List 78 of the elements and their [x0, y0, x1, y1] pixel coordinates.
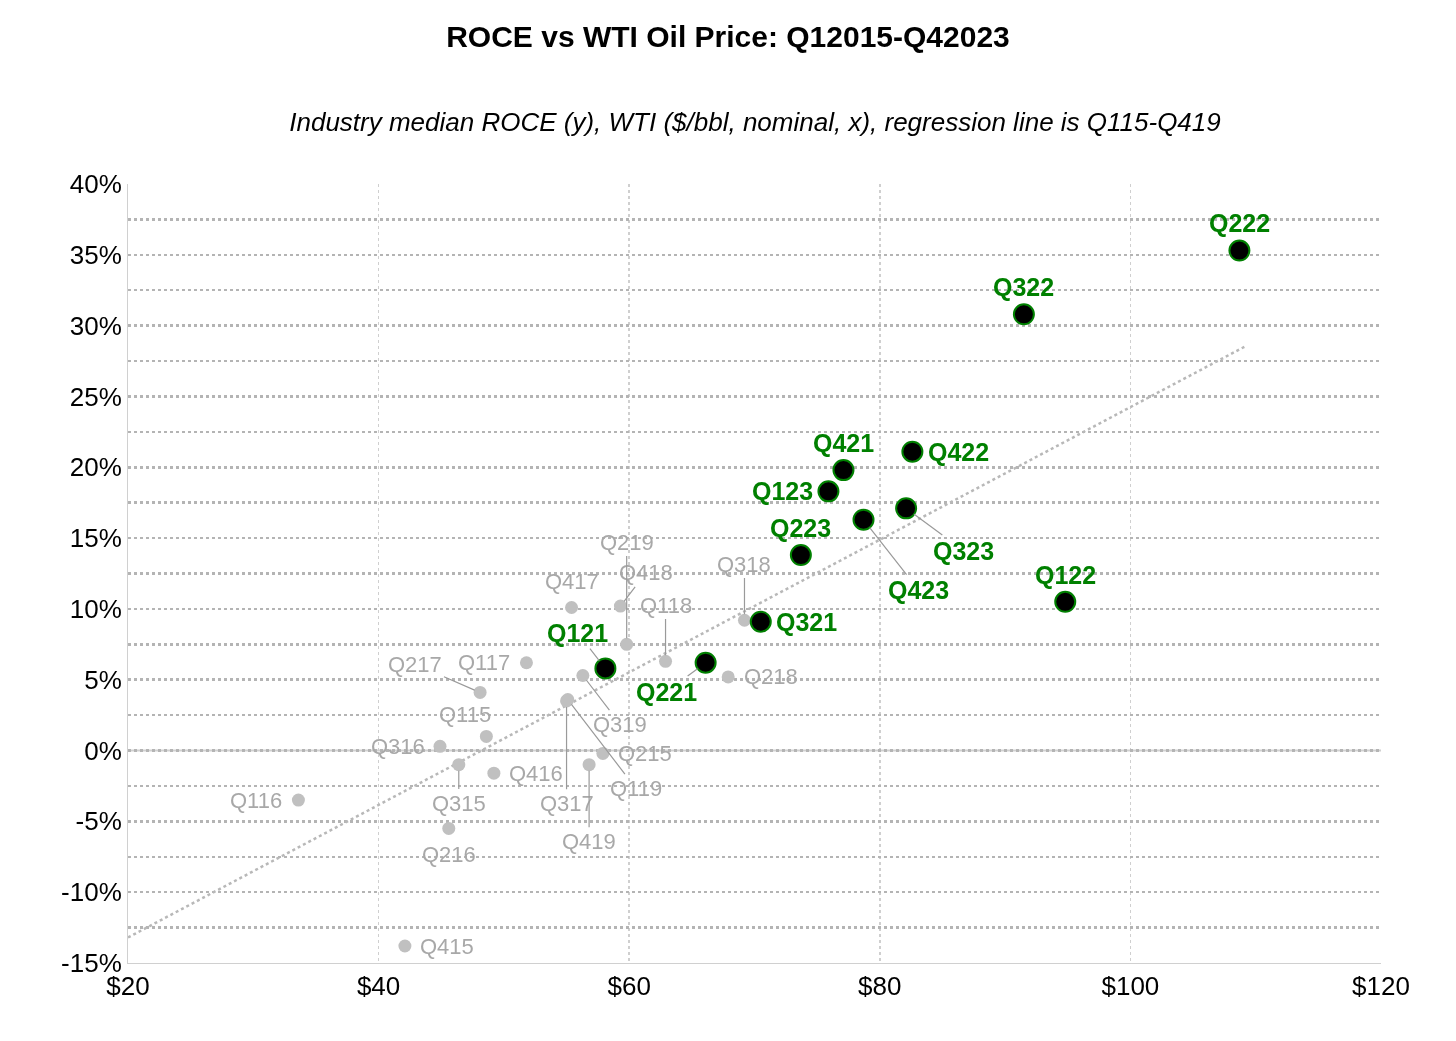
annotation: Q217 — [388, 652, 442, 677]
chart-subtitle: Industry median ROCE (y), WTI ($/bbl, nominal, x), regression line is Q115-Q419 — [289, 107, 1221, 137]
annotation: Q416 — [509, 761, 563, 786]
x-tick-label: $80 — [858, 971, 902, 1002]
annotation: Q419 — [562, 829, 616, 854]
annotation: Q121 — [547, 619, 609, 647]
annotation: Q316 — [371, 734, 425, 759]
point — [519, 656, 533, 670]
point — [582, 758, 596, 772]
y-tick-label: 25% — [69, 381, 122, 412]
annotation: Q319 — [593, 712, 647, 737]
annotation: Q222 — [1209, 209, 1271, 237]
point — [613, 599, 627, 613]
point — [291, 793, 305, 807]
y-tick-label: 0% — [84, 735, 122, 766]
point — [576, 668, 590, 682]
annotation: Q318 — [717, 552, 771, 577]
annotation: Q321 — [776, 608, 838, 636]
point — [452, 758, 466, 772]
point — [433, 739, 447, 753]
point — [721, 670, 735, 684]
y-tick-label: 15% — [69, 523, 122, 554]
annotation: Q122 — [1035, 561, 1097, 589]
point — [832, 459, 855, 482]
point — [398, 939, 412, 953]
point — [852, 508, 875, 531]
point — [1012, 303, 1035, 326]
y-tick-label: -10% — [61, 877, 122, 908]
annotation: Q216 — [422, 842, 476, 867]
x-tick-label: $120 — [1352, 971, 1410, 1002]
annotation: Q117 — [458, 650, 511, 675]
x-tick-label: $100 — [1101, 971, 1160, 1002]
annotation: Q219 — [600, 530, 654, 555]
point — [487, 766, 501, 780]
annotation: Q415 — [420, 934, 474, 959]
point — [473, 685, 487, 699]
annotation: Q422 — [928, 438, 990, 466]
point — [442, 821, 456, 835]
annotation: Q315 — [432, 791, 486, 816]
annotation: Q221 — [636, 678, 698, 706]
annotation: Q116 — [230, 788, 283, 813]
y-tick-label: 20% — [69, 452, 122, 483]
y-tick-label: 30% — [69, 310, 122, 341]
point — [789, 544, 812, 567]
point — [1228, 239, 1251, 262]
point — [594, 657, 617, 680]
point — [565, 600, 579, 614]
point — [596, 746, 610, 760]
point — [694, 651, 717, 674]
x-tick-label: $40 — [356, 971, 401, 1002]
y-tick-label: 35% — [69, 239, 122, 270]
point — [620, 637, 634, 651]
annotation: Q423 — [888, 576, 950, 604]
point — [479, 729, 493, 743]
annotation: Q119 — [610, 776, 663, 801]
point — [1054, 590, 1077, 613]
annotation: Q417 — [545, 569, 599, 594]
annotation: Q218 — [744, 664, 798, 689]
y-tick-label: 40% — [69, 169, 122, 200]
point — [817, 480, 840, 503]
y-tick-label: 5% — [84, 664, 122, 695]
annotation: Q215 — [618, 741, 672, 766]
point — [895, 497, 918, 520]
point — [901, 440, 924, 463]
chart-title: ROCE vs WTI Oil Price: Q12015-Q42023 — [446, 20, 1010, 54]
annotation: Q118 — [640, 593, 693, 618]
point — [749, 610, 772, 633]
annotation: Q322 — [993, 273, 1055, 301]
point — [737, 613, 751, 627]
annotation: Q323 — [933, 537, 995, 565]
annotation: Q123 — [752, 477, 814, 505]
point — [659, 654, 673, 668]
x-tick-label: $60 — [607, 971, 651, 1002]
annotation: Q421 — [813, 429, 875, 457]
annotation: Q115 — [439, 702, 492, 727]
annotation: Q223 — [770, 514, 832, 542]
y-tick-label: -5% — [75, 806, 122, 837]
y-tick-label: 10% — [69, 594, 122, 625]
